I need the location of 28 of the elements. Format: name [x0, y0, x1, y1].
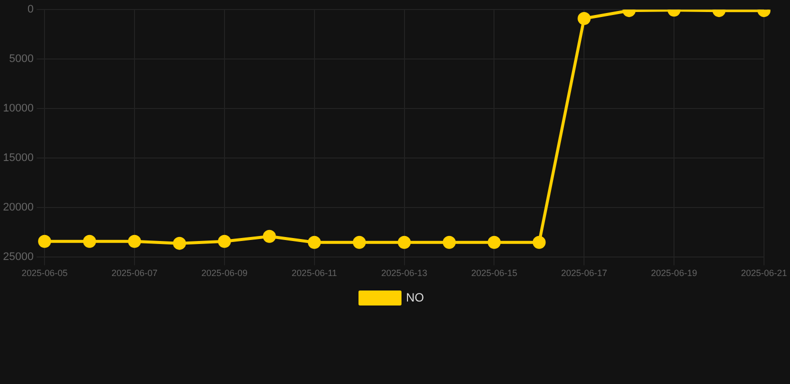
point [172, 236, 186, 250]
x-tick-label: 2025-06-17 [561, 268, 608, 278]
x-tick-label: 2025-06-15 [471, 268, 518, 278]
y-tick-label: 5000 [9, 53, 34, 66]
point [38, 234, 52, 248]
x-tick-label: 2025-06-13 [381, 268, 428, 278]
x-tick-label: 2025-06-09 [201, 268, 248, 278]
point [262, 230, 276, 243]
x-tick-label: 2025-06-21 [740, 268, 788, 278]
point [308, 236, 321, 249]
point [128, 234, 142, 248]
point [442, 236, 456, 249]
y-tick-label: 15000 [2, 152, 34, 164]
point [352, 236, 366, 249]
legend-label: NO [406, 290, 424, 304]
x-tick-label: 2025-06-19 [651, 268, 698, 278]
x-tick-label: 2025-06-05 [22, 268, 68, 278]
x-tick-label: 2025-06-07 [111, 268, 158, 278]
point [532, 236, 546, 249]
point [398, 236, 411, 249]
y-tick-label: 20000 [2, 202, 34, 214]
point [83, 234, 96, 248]
y-tick-label: 10000 [2, 102, 34, 115]
point [488, 236, 501, 249]
point [218, 234, 231, 248]
y-tick-label: 25000 [2, 251, 34, 264]
x-tick-label: 2025-06-11 [292, 268, 338, 278]
y-tick-label: 0 [27, 4, 34, 16]
